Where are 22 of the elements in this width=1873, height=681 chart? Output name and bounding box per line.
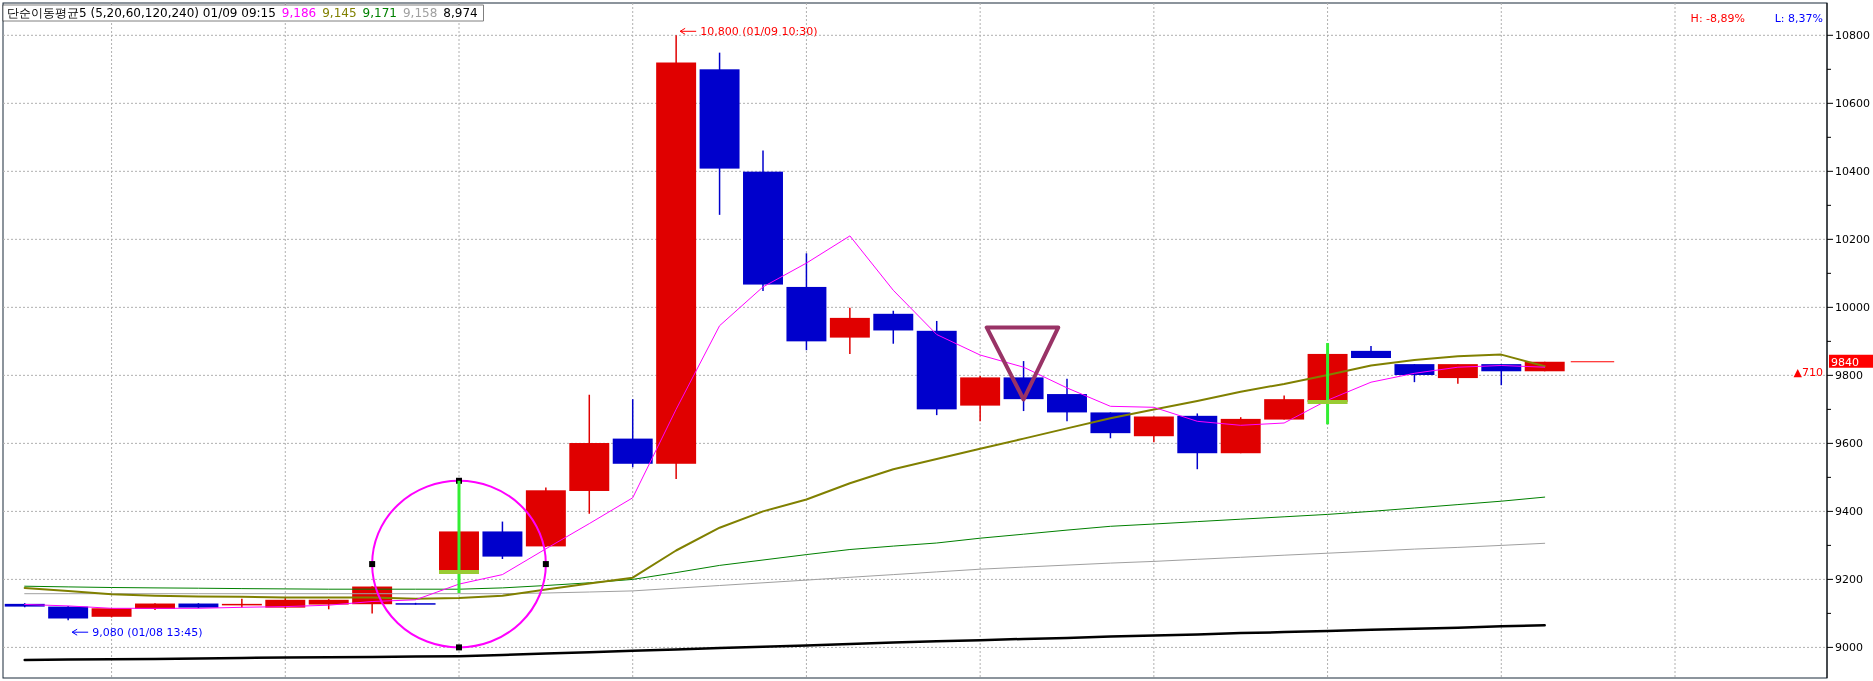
y-tick-label: 9000 — [1835, 641, 1863, 655]
y-tick-label: 10600 — [1835, 97, 1870, 111]
y-tick-label: 9600 — [1835, 437, 1863, 451]
annotation: 10,800 (01/09 10:30) — [700, 25, 818, 39]
y-tick-label: 10000 — [1835, 301, 1870, 315]
y-tick-label: 10800 — [1835, 29, 1870, 43]
y-tick-label: 10400 — [1835, 165, 1870, 179]
text: 9,145 — [322, 6, 357, 20]
y-tick-label: 10200 — [1835, 233, 1870, 247]
annotation: 9,080 (01/08 13:45) — [92, 626, 203, 640]
text: 9,158 — [402, 6, 438, 20]
annotation: H: -8,89% — [1690, 12, 1745, 25]
annotation: L: 8,37% — [1774, 12, 1823, 25]
text: 9840 — [1831, 355, 1859, 369]
y-tick-label: 9400 — [1835, 505, 1863, 519]
y-tick-label: 9200 — [1835, 573, 1863, 587]
chart-title: 단순이동평균5 (5,20,60,120,240) 01/09 09:15 — [7, 6, 276, 20]
y-tick-label: 9800 — [1835, 369, 1863, 383]
text: 8,974 — [443, 6, 478, 20]
text: 9,186 — [281, 6, 317, 20]
text: 9,171 — [362, 6, 397, 20]
annotation: ▲710 — [1793, 365, 1823, 379]
